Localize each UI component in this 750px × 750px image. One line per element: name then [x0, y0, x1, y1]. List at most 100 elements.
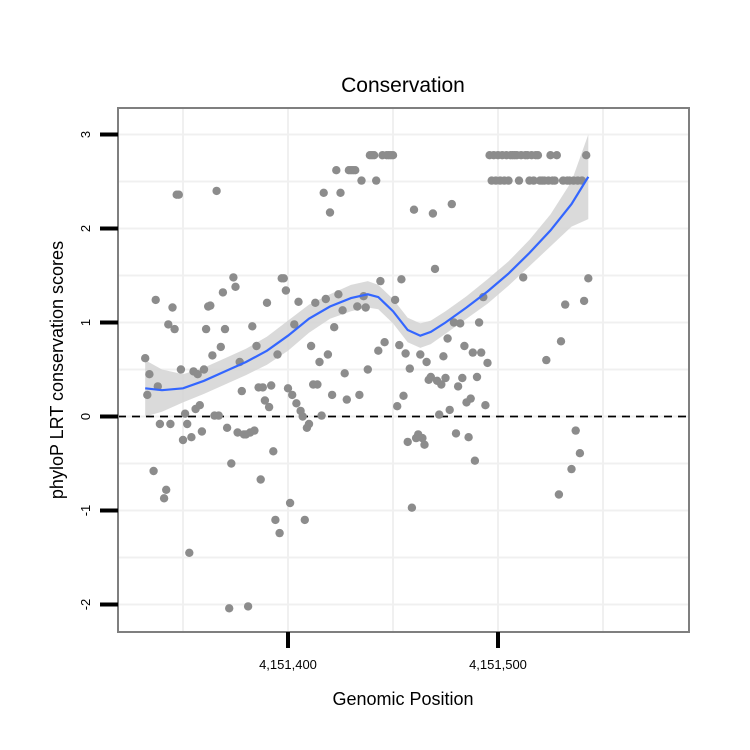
data-point: [561, 300, 570, 309]
data-point: [208, 351, 217, 360]
data-point: [351, 166, 360, 175]
data-point: [164, 320, 173, 329]
data-point: [519, 273, 528, 282]
data-point: [453, 382, 463, 391]
data-point: [290, 320, 299, 329]
data-point: [313, 380, 322, 389]
data-point: [456, 319, 465, 328]
x-axis-title: Genomic Position: [332, 689, 473, 709]
data-point: [353, 302, 362, 311]
data-point: [218, 288, 228, 297]
data-point: [330, 323, 339, 332]
data-point: [311, 298, 320, 307]
data-point: [323, 350, 333, 359]
plot-border: [117, 107, 690, 633]
data-point: [231, 282, 240, 291]
data-point: [546, 151, 555, 160]
data-point: [430, 264, 440, 274]
data-point: [271, 515, 280, 525]
data-point: [338, 306, 347, 315]
x-axis-ticks: 4,151,400 4,151,500: [259, 632, 527, 672]
data-point: [294, 297, 303, 306]
data-point: [187, 433, 196, 442]
data-point: [143, 390, 152, 400]
data-point: [332, 166, 341, 175]
data-point: [151, 295, 160, 305]
data-point: [227, 459, 236, 468]
data-point: [529, 176, 538, 185]
data-point: [447, 199, 456, 209]
data-point: [552, 151, 561, 160]
data-point: [542, 355, 551, 365]
data-points: [141, 151, 593, 613]
data-point: [315, 357, 324, 367]
data-point: [264, 402, 274, 412]
data-point: [376, 276, 385, 286]
data-point: [390, 295, 400, 305]
data-point: [468, 348, 477, 357]
data-point: [474, 318, 484, 327]
data-point: [445, 405, 454, 415]
data-point: [405, 364, 414, 373]
data-point: [441, 373, 450, 383]
data-point: [533, 151, 543, 160]
data-point: [579, 296, 589, 306]
data-point: [437, 380, 446, 389]
data-point: [428, 209, 438, 218]
data-point: [399, 391, 408, 400]
data-point: [243, 602, 253, 611]
data-point: [262, 298, 272, 307]
data-point: [514, 176, 524, 185]
data-point: [201, 324, 211, 334]
data-point: [325, 208, 335, 217]
data-point: [225, 604, 234, 613]
data-point: [571, 426, 580, 435]
data-point: [283, 384, 293, 393]
data-point: [149, 466, 158, 476]
data-point: [416, 350, 425, 359]
data-point: [357, 176, 366, 185]
data-point: [504, 176, 513, 185]
data-point: [229, 273, 238, 282]
data-point: [214, 411, 223, 420]
data-point: [403, 437, 412, 447]
data-point: [451, 429, 461, 438]
data-point: [401, 349, 410, 358]
data-point: [388, 151, 398, 160]
data-point: [567, 464, 576, 474]
data-point: [374, 346, 383, 355]
data-point: [420, 440, 429, 449]
data-point: [300, 515, 309, 525]
data-point: [426, 372, 435, 382]
data-point: [477, 348, 486, 357]
data-point: [584, 274, 593, 283]
data-point: [206, 301, 215, 310]
data-point: [407, 503, 417, 512]
data-point: [355, 390, 364, 400]
data-point: [435, 410, 444, 419]
data-point: [141, 354, 150, 363]
y-tick-label: 3: [78, 131, 93, 138]
data-point: [395, 340, 404, 350]
data-point: [369, 151, 379, 160]
data-point: [321, 294, 330, 304]
data-point: [233, 428, 242, 437]
data-point: [222, 423, 232, 432]
data-point: [250, 426, 259, 435]
data-point: [288, 390, 297, 400]
data-point: [422, 357, 431, 367]
data-point: [260, 396, 270, 405]
y-tick-label: -1: [78, 505, 93, 517]
data-point: [582, 151, 591, 160]
data-point: [481, 401, 490, 410]
data-point: [168, 303, 177, 312]
data-point: [317, 411, 326, 420]
x-tick-label: 4,151,500: [469, 657, 527, 672]
data-point: [472, 372, 482, 382]
data-point: [418, 433, 427, 443]
y-tick-label: 0: [78, 413, 93, 420]
y-tick-label: -2: [78, 599, 93, 611]
data-point: [466, 394, 475, 403]
data-point: [269, 447, 278, 456]
